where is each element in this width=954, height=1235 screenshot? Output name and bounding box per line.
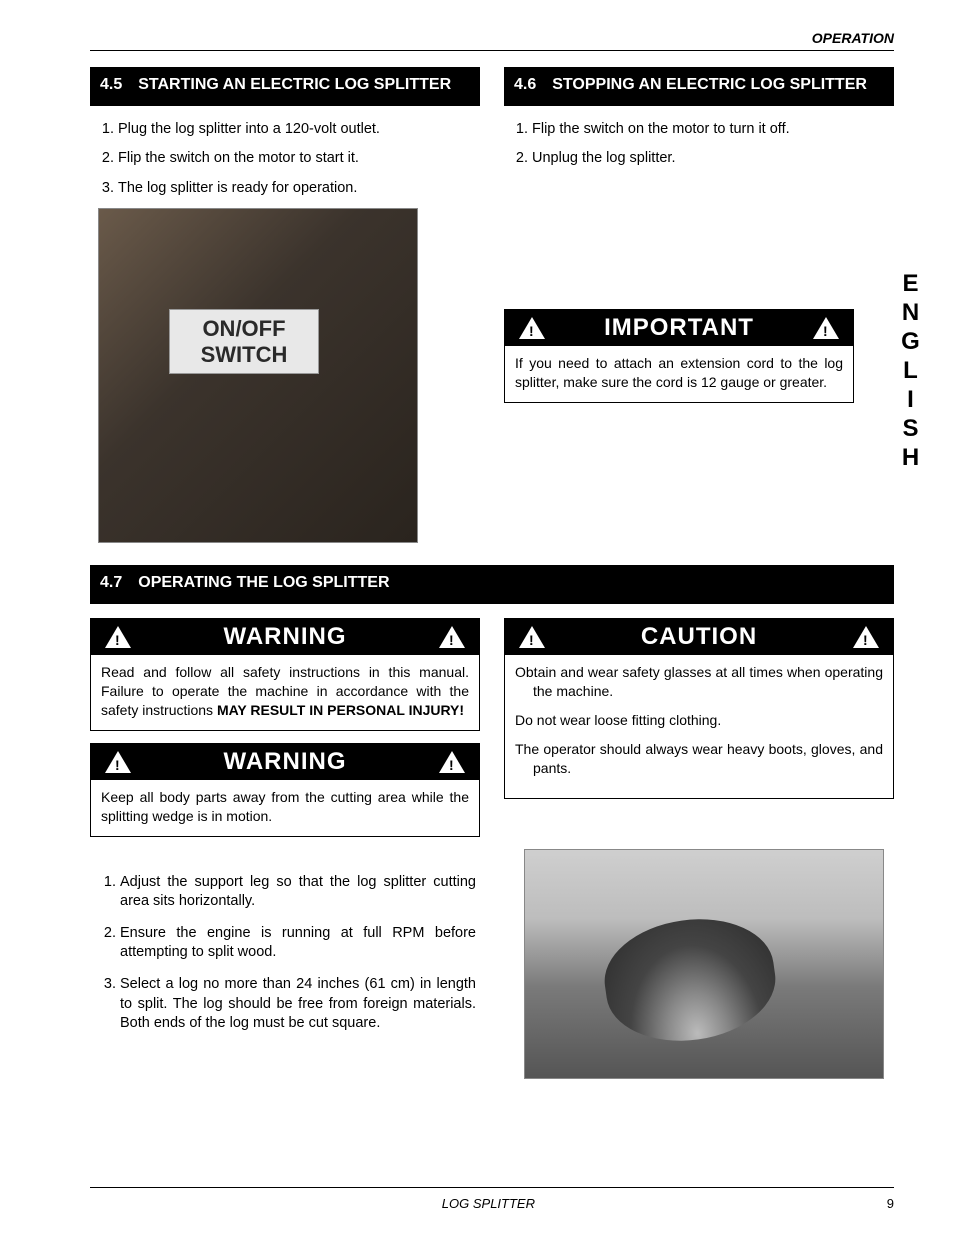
step: Flip the switch on the motor to start it… [118, 149, 480, 169]
operating-steps: Adjust the support leg so that the log s… [90, 873, 480, 1034]
caution-head: CAUTION [505, 619, 893, 655]
caution-item: Do not wear loose fitting clothing. [515, 711, 883, 730]
page-number: 9 [887, 1196, 894, 1211]
section-4-6-steps: Flip the switch on the motor to turn it … [504, 120, 894, 169]
warning-icon [853, 626, 879, 648]
step: Select a log no more than 24 inches (61 … [120, 975, 480, 1034]
warning-head-text: WARNING [224, 748, 347, 776]
important-head-text: IMPORTANT [604, 314, 754, 342]
language-tab: ENGLISH [896, 270, 924, 473]
step: Ensure the engine is running at full RPM… [120, 924, 480, 963]
log-placement-photo [524, 849, 884, 1079]
caution-body: Obtain and wear safety glasses at all ti… [505, 655, 893, 797]
step: The log splitter is ready for operation. [118, 179, 480, 199]
warning-icon [105, 626, 131, 648]
caution-item: The operator should always wear heavy bo… [515, 740, 883, 778]
warning-box-2: WARNING Keep all body parts away from th… [90, 743, 480, 837]
step: Adjust the support leg so that the log s… [120, 873, 480, 912]
warning-head-text: WARNING [224, 623, 347, 651]
section-4-5-head: 4.5 STARTING AN ELECTRIC LOG SPLITTER [90, 67, 480, 106]
step: Unplug the log splitter. [532, 149, 894, 169]
section-4-7-head: 4.7 OPERATING THE LOG SPLITTER [90, 565, 894, 604]
footer-title: LOG SPLITTER [90, 1196, 887, 1211]
page-footer: LOG SPLITTER 9 [90, 1187, 894, 1211]
photo-label-line2: SWITCH [201, 342, 288, 367]
warning-head: WARNING [91, 619, 479, 655]
warning-icon [813, 317, 839, 339]
photo-label: ON/OFF SWITCH [169, 309, 319, 374]
warning-body: Keep all body parts away from the cuttin… [91, 780, 479, 836]
important-head: IMPORTANT [505, 310, 853, 346]
caution-item: Obtain and wear safety glasses at all ti… [515, 663, 883, 701]
warning-head: WARNING [91, 744, 479, 780]
important-box: IMPORTANT If you need to attach an exten… [504, 309, 854, 403]
warning-icon [519, 626, 545, 648]
section-4-5-steps: Plug the log splitter into a 120-volt ou… [90, 120, 480, 199]
step: Flip the switch on the motor to turn it … [532, 120, 894, 140]
step: Plug the log splitter into a 120-volt ou… [118, 120, 480, 140]
warning-icon [439, 626, 465, 648]
warning-icon [439, 751, 465, 773]
caution-box: CAUTION Obtain and wear safety glasses a… [504, 618, 894, 798]
warning-icon [519, 317, 545, 339]
caution-head-text: CAUTION [641, 623, 757, 651]
important-body: If you need to attach an extension cord … [505, 346, 853, 402]
warning-icon [105, 751, 131, 773]
photo-label-line1: ON/OFF [202, 316, 285, 341]
warning-box-1: WARNING Read and follow all safety instr… [90, 618, 480, 731]
warning1-bold: MAY RESULT IN PERSONAL INJURY! [217, 702, 464, 718]
header-category: OPERATION [90, 30, 894, 51]
warning-body: Read and follow all safety instructions … [91, 655, 479, 730]
on-off-switch-photo: ON/OFF SWITCH [98, 208, 418, 543]
section-4-6-head: 4.6 STOPPING AN ELECTRIC LOG SPLITTER [504, 67, 894, 106]
